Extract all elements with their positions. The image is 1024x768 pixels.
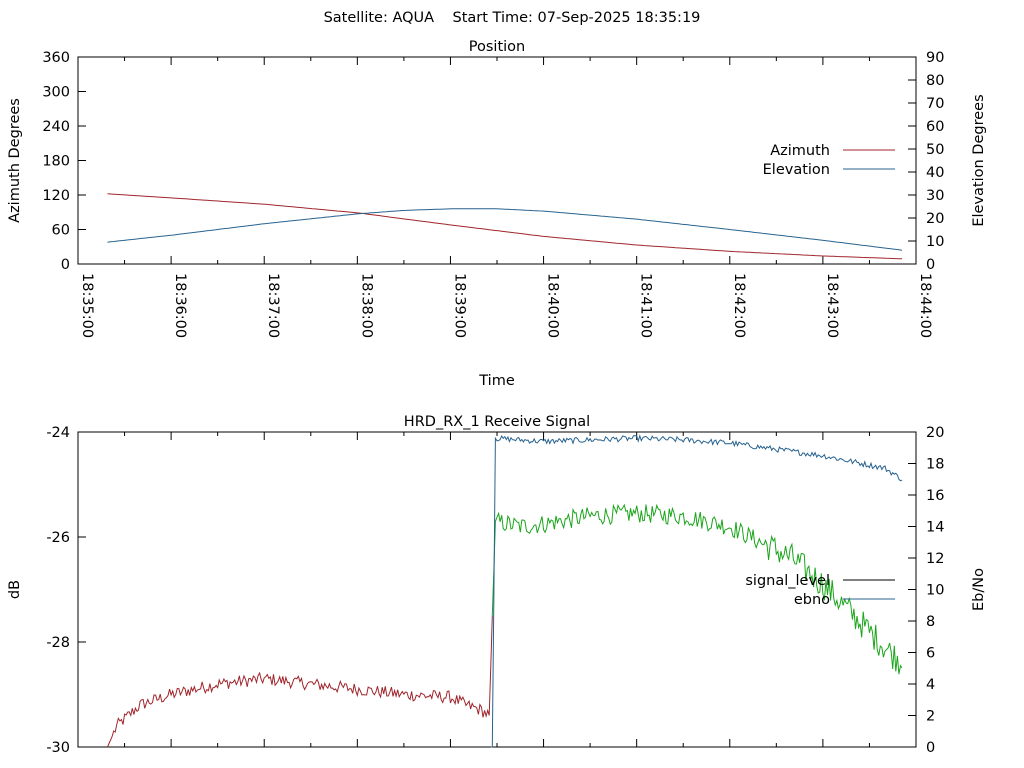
- y-tick-label: 0: [61, 257, 70, 273]
- position-chart: Position 0 60 120 180 240 300 360 0 10 20 30 40 50 60 7…: [7, 39, 987, 389]
- y2-tick-label: 60: [926, 119, 944, 135]
- x-tick-label: 18:44:00: [917, 273, 933, 338]
- y-tick-label: -28: [46, 635, 70, 651]
- header-title: Satellite: AQUA Start Time: 07-Sep-2025 …: [324, 10, 701, 26]
- y2-tick-label: 18: [926, 457, 944, 473]
- y2-tick-label: 30: [926, 188, 944, 204]
- y2-tick-label: 10: [926, 234, 944, 250]
- y2-axis-label: Eb/No: [971, 568, 987, 611]
- y-tick-label: 120: [42, 188, 70, 204]
- legend-label: Azimuth: [770, 143, 830, 159]
- y-tick-label: 60: [52, 223, 70, 239]
- y2-tick-label: 20: [926, 425, 944, 441]
- y2-tick-label: 90: [926, 50, 944, 66]
- y-tick-label: 300: [42, 85, 70, 101]
- y-tick-label: 180: [42, 154, 70, 170]
- y2-tick-label: 50: [926, 142, 944, 158]
- y-axis-label: dB: [7, 580, 23, 599]
- plot-frame: [77, 431, 917, 748]
- signal-level-line-low: [107, 615, 493, 748]
- y2-tick-label: 70: [926, 96, 944, 112]
- y2-tick-label: 40: [926, 165, 944, 181]
- legend-label: ebno: [794, 592, 830, 608]
- x-tick-label: 18:38:00: [358, 273, 374, 338]
- y-tick-label: 240: [42, 119, 70, 135]
- plot-frame: [77, 56, 917, 265]
- ebno-line: [490, 434, 903, 748]
- x-tick-label: 18:39:00: [451, 273, 467, 338]
- y2-tick-label: 20: [926, 211, 944, 227]
- y-axis-label: Azimuth Degrees: [7, 98, 23, 223]
- azimuth-line: [107, 193, 903, 260]
- chart-title: Position: [469, 39, 525, 55]
- x-tick-label: 18:40:00: [545, 273, 561, 338]
- y-tick-label: 360: [42, 50, 70, 66]
- y-tick-label: -30: [46, 740, 70, 756]
- x-axis-label: Time: [478, 373, 515, 389]
- y-tick-label: -26: [46, 530, 70, 546]
- x-tick-label: 18:42:00: [731, 273, 747, 338]
- y2-axis-label: Elevation Degrees: [971, 94, 987, 226]
- x-tick-label: 18:43:00: [824, 273, 840, 338]
- y2-tick-label: 0: [926, 740, 935, 756]
- y2-tick-label: 12: [926, 551, 944, 567]
- chart-title: HRD_RX_1 Receive Signal: [404, 414, 590, 430]
- y2-tick-label: 80: [926, 73, 944, 89]
- x-tick-label: 18:37:00: [265, 273, 281, 338]
- y2-tick-label: 6: [926, 646, 935, 662]
- receive-signal-chart: HRD_RX_1 Receive Signal -30 -28 -26 -24 0 2 4 6 8…: [7, 414, 987, 756]
- y2-tick-label: 14: [926, 520, 944, 536]
- y2-tick-label: 10: [926, 583, 944, 599]
- y2-tick-label: 4: [926, 677, 935, 693]
- y-tick-label: -24: [46, 425, 70, 441]
- y2-tick-label: 2: [926, 709, 935, 725]
- y2-tick-label: 0: [926, 257, 935, 273]
- legend-label: signal_level: [745, 573, 830, 589]
- elevation-line: [107, 208, 903, 251]
- y2-tick-label: 16: [926, 488, 944, 504]
- signal-level-line-high: [491, 503, 903, 675]
- x-tick-label: 18:36:00: [172, 273, 188, 338]
- x-tick-label: 18:41:00: [638, 273, 654, 338]
- legend-label: Elevation: [763, 162, 830, 178]
- x-tick-label: 18:35:00: [79, 273, 95, 338]
- y2-tick-label: 8: [926, 614, 935, 630]
